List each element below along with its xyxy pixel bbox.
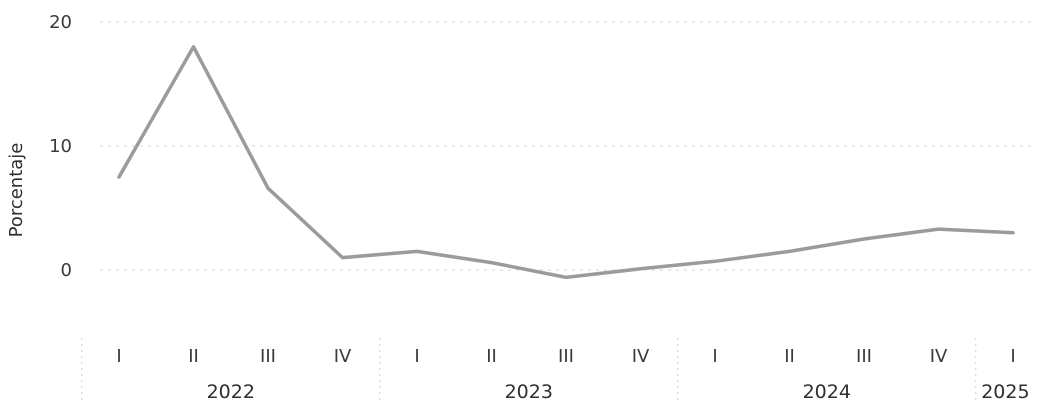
series-group (117, 45, 1015, 280)
y-tick-label: 20 (49, 12, 72, 33)
x-tick-label: IV (930, 346, 948, 367)
y-axis-label: Porcentaje (6, 143, 27, 238)
x-year-label: 2024 (803, 381, 851, 403)
y-tick-label: 0 (61, 260, 72, 281)
x-tick-label: IV (632, 346, 650, 367)
series-line (117, 45, 1015, 280)
x-tick-label: IV (334, 346, 352, 367)
y-tick-label: 10 (49, 136, 72, 157)
gridlines (100, 21, 1035, 271)
x-tick-label: I (116, 346, 121, 367)
x-tick-label: III (260, 346, 276, 367)
x-tick-label: II (784, 346, 795, 367)
x-tick-label: III (558, 346, 574, 367)
x-year-label: 2022 (207, 381, 255, 403)
x-year-label: 2025 (981, 381, 1029, 403)
x-tick-label: II (486, 346, 497, 367)
x-tick-label: III (856, 346, 872, 367)
x-tick-label: I (1010, 346, 1015, 367)
x-tick-label: I (712, 346, 717, 367)
x-tick-label: I (414, 346, 419, 367)
y-axis-ticks: 0 10 20 (49, 12, 72, 281)
x-tick-label: II (188, 346, 199, 367)
x-year-label: 2023 (505, 381, 553, 403)
